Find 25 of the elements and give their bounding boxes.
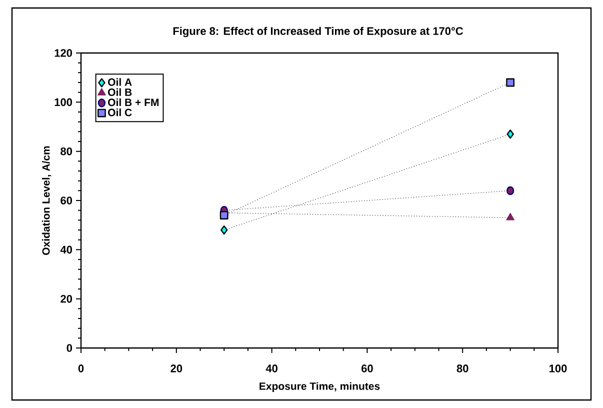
y-tick-label: 120 <box>54 49 72 57</box>
y-tick-label: 0 <box>66 344 72 352</box>
x-tick-label: 80 <box>456 364 468 372</box>
x-tick-label: 20 <box>170 364 182 372</box>
x-tick-label: 100 <box>550 364 567 372</box>
y-axis-title: Oxidation Level, A/cm <box>42 146 52 255</box>
x-tick-label: 0 <box>78 364 84 372</box>
x-tick-label: 40 <box>266 364 278 372</box>
point <box>220 211 228 220</box>
point <box>506 186 514 196</box>
legend-label: Oil C <box>108 108 132 116</box>
y-tick-label: 40 <box>60 246 72 254</box>
chart-title: Figure 8: Effect of Increased Time of Exposure at 170°C <box>173 26 464 38</box>
legend-label: Oil B <box>108 88 132 96</box>
y-tick-label: 60 <box>60 196 72 204</box>
point <box>220 225 228 235</box>
y-tick-label: 100 <box>54 98 72 106</box>
legend-label: Oil B + FM <box>108 98 159 106</box>
point <box>506 78 514 87</box>
legend-label: Oil A <box>108 78 132 86</box>
x-axis-title: Exposure Time, minutes <box>260 382 380 392</box>
x-tick-label: 60 <box>361 364 373 372</box>
y-tick-label: 20 <box>60 294 72 303</box>
y-tick-label: 80 <box>60 147 72 156</box>
point <box>506 130 514 139</box>
